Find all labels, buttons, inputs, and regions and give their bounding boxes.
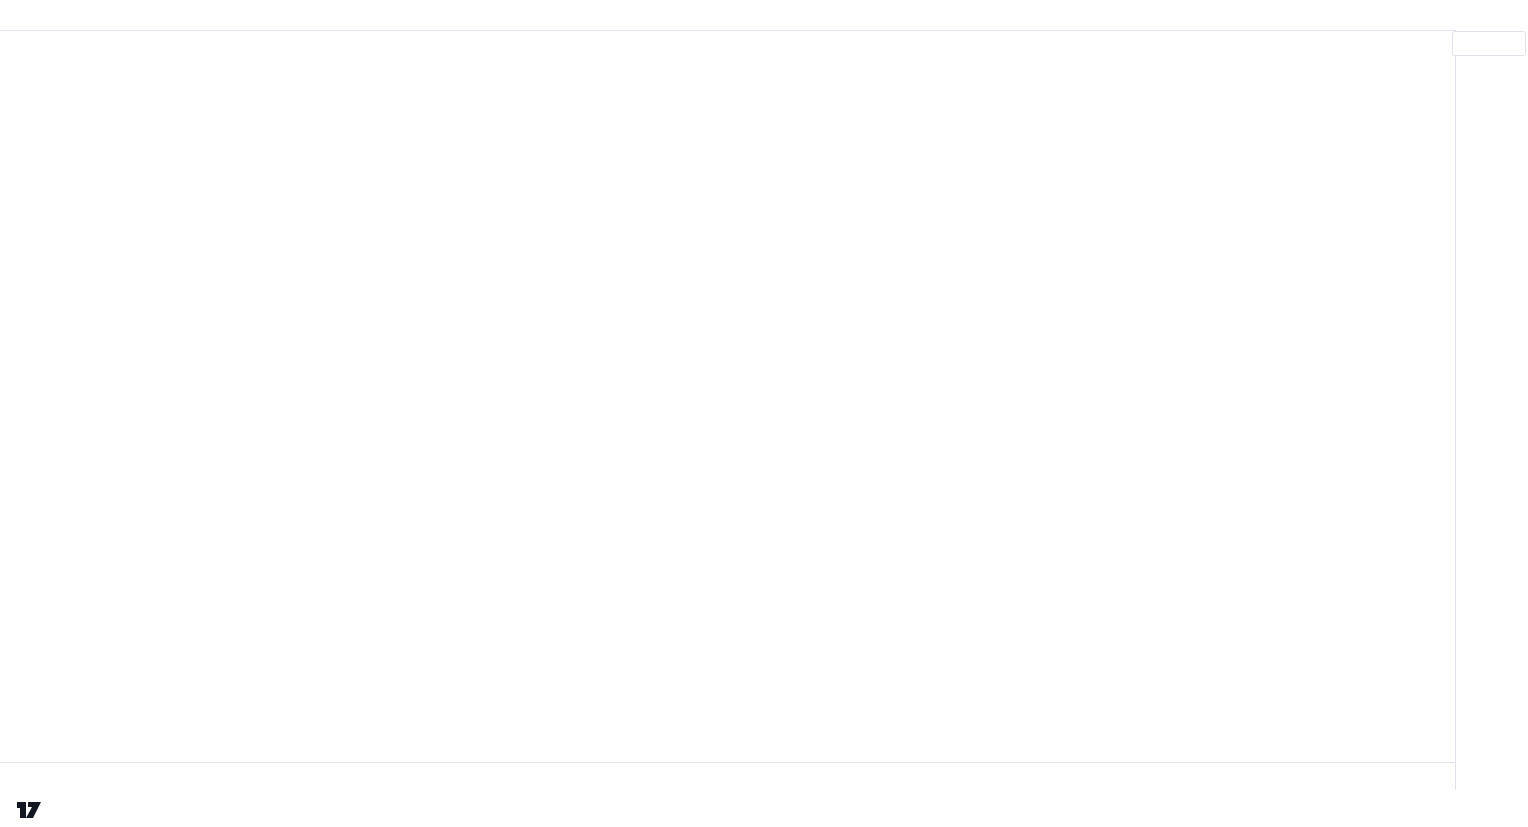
price-axis[interactable]: [1455, 30, 1528, 790]
brand-footer: [16, 799, 49, 821]
symbol-legend-row: [18, 34, 28, 49]
tradingview-logo-icon: [17, 802, 41, 818]
volume-legend-row: [18, 53, 24, 68]
currency-label: [1452, 31, 1526, 56]
time-axis[interactable]: [0, 762, 1455, 791]
